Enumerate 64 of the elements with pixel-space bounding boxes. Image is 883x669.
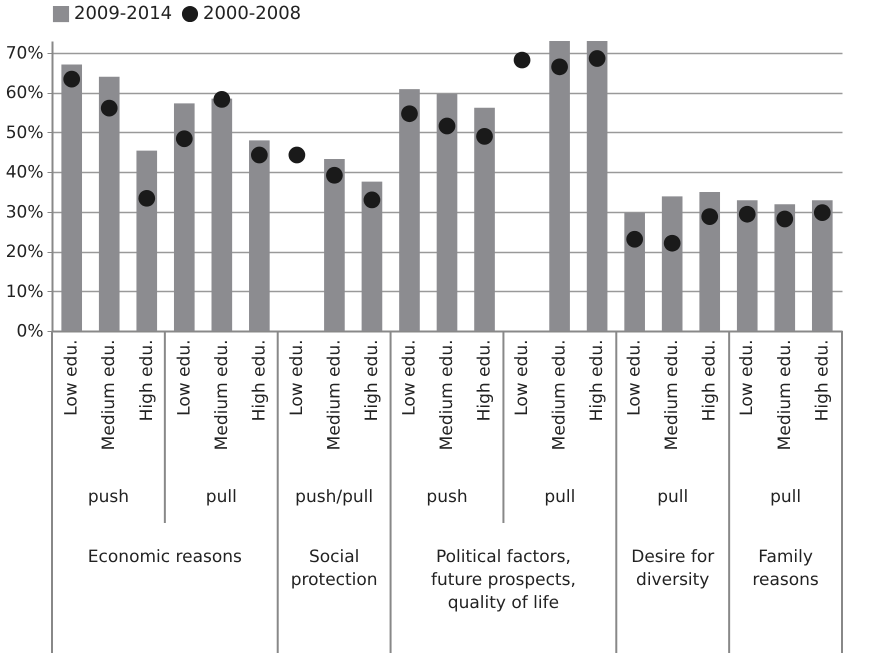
- text: Economic reasons: [88, 547, 242, 567]
- text: pull: [770, 487, 802, 507]
- x-tick-label: Medium edu.: [437, 340, 457, 450]
- point: [701, 208, 718, 225]
- x-tick-label: Low edu.: [286, 340, 307, 416]
- point: [326, 166, 343, 184]
- y-tick-label: 60%: [6, 83, 44, 104]
- x-tick-label: High edu.: [249, 340, 270, 422]
- x-tick-label: Low edu.: [399, 340, 420, 416]
- x-tick-label: High edu.: [362, 340, 382, 422]
- point: [551, 58, 568, 76]
- x-tick-label: High edu.: [136, 340, 157, 422]
- text: push: [88, 487, 130, 507]
- y-tick-label: 0%: [16, 322, 44, 342]
- x-tick-label: Medium edu.: [662, 340, 682, 450]
- point: [364, 192, 380, 208]
- y-tick-label: 50%: [6, 122, 44, 143]
- point: [588, 50, 606, 67]
- point: [664, 234, 681, 252]
- text: Desire for diversity: [631, 547, 714, 590]
- text: pull: [206, 487, 237, 507]
- x-tick-label: Low edu.: [174, 340, 194, 416]
- y-tick-label: 20%: [6, 242, 44, 262]
- x-tick-label: High edu.: [700, 340, 720, 422]
- point: [438, 118, 456, 134]
- point: [476, 128, 493, 145]
- point: [176, 130, 193, 148]
- point: [63, 70, 80, 88]
- x-tick-label: Medium edu.: [550, 340, 570, 450]
- x-tick-label: Medium edu.: [212, 340, 232, 450]
- legend-label: 2009-2014: [74, 3, 172, 24]
- x-tick-label: Medium edu.: [774, 340, 795, 450]
- point: [814, 204, 831, 221]
- y-tick-label: 10%: [6, 282, 44, 302]
- text: Family reasons: [752, 547, 819, 590]
- x-tick-label: High edu.: [474, 340, 495, 422]
- x-tick-label: Low edu.: [62, 340, 82, 416]
- text: Social protection: [290, 547, 378, 590]
- point: [776, 210, 794, 228]
- legend-label: 2000-2008: [203, 3, 302, 24]
- text: push: [426, 487, 468, 507]
- text: pull: [544, 487, 576, 507]
- x-tick-label: Low edu.: [512, 340, 532, 416]
- text: Political factors, future prospects, quality of life: [430, 547, 576, 613]
- point: [738, 206, 756, 223]
- y-tick-label: 30%: [6, 202, 44, 222]
- x-tick-label: Medium edu.: [324, 340, 344, 450]
- point: [250, 146, 268, 164]
- point: [288, 146, 306, 164]
- point: [626, 230, 644, 248]
- text: push/pull: [295, 487, 374, 507]
- point: [401, 105, 418, 122]
- point: [213, 91, 230, 108]
- point: [138, 190, 156, 207]
- x-tick-label: High edu.: [812, 340, 832, 422]
- x-tick-label: Low edu.: [624, 340, 645, 416]
- y-tick-label: 40%: [6, 162, 44, 183]
- x-tick-label: Low edu.: [737, 340, 758, 416]
- text: pull: [657, 487, 688, 507]
- x-tick-label: High edu.: [587, 340, 608, 422]
- point: [100, 100, 118, 116]
- y-tick-label: 70%: [6, 43, 44, 64]
- x-tick-label: Medium edu.: [99, 340, 120, 450]
- point: [514, 52, 530, 68]
